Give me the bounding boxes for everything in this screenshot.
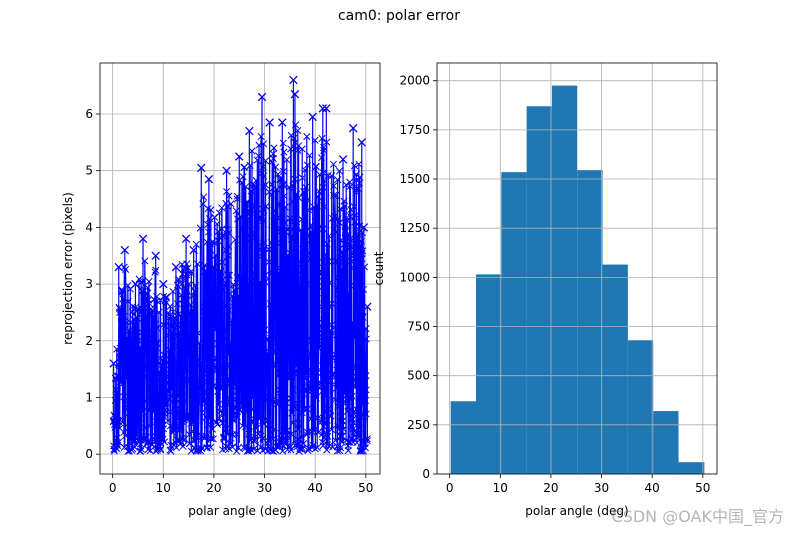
csdn-watermark: CSDN @OAK中国_官方 <box>611 507 784 526</box>
peak-marker <box>278 118 287 127</box>
histogram-bar <box>577 170 603 475</box>
x-tick-label: 30 <box>594 481 609 495</box>
x-tick-label: 40 <box>308 481 323 495</box>
y-tick-label: 5 <box>85 164 93 178</box>
peak-marker <box>114 262 123 272</box>
y-axis-label: reprojection error (pixels) <box>61 192 75 345</box>
error-series-line <box>112 124 368 452</box>
x-tick-label: 20 <box>206 481 221 495</box>
histogram-bar <box>653 411 679 474</box>
peak-marker <box>197 163 206 173</box>
axes-frame <box>99 62 381 475</box>
peak-marker <box>289 75 298 85</box>
y-tick-label: 750 <box>407 320 430 334</box>
peak-marker <box>290 89 300 99</box>
figure-title: cam0: polar error <box>337 8 460 24</box>
histogram-bar <box>450 401 476 474</box>
x-tick-label: 0 <box>446 481 454 495</box>
histogram-bar <box>501 172 527 474</box>
y-tick-label: 1000 <box>399 270 430 284</box>
axes-frame <box>436 62 718 475</box>
histogram-bar <box>627 340 654 474</box>
y-tick-label: 2000 <box>399 74 430 88</box>
x-tick-label: 50 <box>358 481 373 495</box>
y-tick-label: 4 <box>85 220 93 234</box>
histogram-bar <box>551 85 578 474</box>
error-series <box>109 75 372 455</box>
x-axis-label: polar angle (deg) <box>525 504 628 518</box>
x-tick-label: 20 <box>543 481 558 495</box>
y-tick-label: 1250 <box>399 221 430 235</box>
peak-marker <box>318 104 328 113</box>
x-tick-label: 0 <box>109 481 117 495</box>
peak-marker <box>138 234 148 243</box>
histogram-bar <box>526 106 552 475</box>
peak-marker <box>234 152 244 161</box>
y-tick-label: 3 <box>85 277 93 291</box>
peak-marker <box>204 174 214 184</box>
peak-marker <box>338 155 348 164</box>
y-axis-label: count <box>372 251 386 285</box>
peak-marker <box>308 112 317 122</box>
peak-marker <box>245 126 254 136</box>
y-tick-label: 500 <box>407 369 430 383</box>
y-tick-label: 1500 <box>399 172 430 186</box>
peak-marker <box>151 251 160 261</box>
peak-marker <box>109 359 118 368</box>
error-scatter-plot: 0 10 20 30 40 50 0 1 2 3 4 5 6 polar angle (deg) repro… <box>61 62 381 518</box>
histogram-bar <box>678 462 705 474</box>
histogram-bar <box>602 264 628 474</box>
y-tick-label: 2 <box>85 334 93 348</box>
peak-marker <box>359 223 369 232</box>
peak-marker <box>265 118 274 127</box>
histogram-bar <box>475 274 502 474</box>
peak-marker <box>363 302 372 312</box>
peak-marker <box>322 104 331 113</box>
x-axis-label: polar angle (deg) <box>188 504 291 518</box>
x-tick-label: 10 <box>156 481 171 495</box>
peak-marker <box>222 166 231 175</box>
peak-marker <box>181 234 191 243</box>
peak-marker <box>348 123 358 133</box>
y-tick-label: 0 <box>85 447 93 461</box>
x-tick-label: 10 <box>493 481 508 495</box>
y-tick-label: 6 <box>85 107 93 121</box>
peak-marker <box>357 138 367 147</box>
y-tick-label: 0 <box>422 467 430 481</box>
peak-marker <box>189 245 198 255</box>
y-tick-label: 250 <box>407 418 430 432</box>
peak-marker <box>171 262 181 272</box>
x-tick-label: 30 <box>257 481 272 495</box>
peak-marker <box>131 279 140 289</box>
y-tick-label: 1 <box>85 390 93 404</box>
angle-histogram: 0 10 20 30 40 5002505007501000125015001750200… <box>372 62 718 518</box>
x-tick-label: 50 <box>695 481 710 495</box>
peak-marker <box>257 92 267 102</box>
histogram-bars <box>450 85 705 475</box>
y-tick-label: 1750 <box>399 123 430 137</box>
peak-marker <box>120 245 130 255</box>
grid-and-ticks: 0 10 20 30 40 5002505007501000125015001750200… <box>399 63 717 495</box>
x-tick-label: 40 <box>645 481 660 495</box>
peak-marker <box>159 279 168 289</box>
